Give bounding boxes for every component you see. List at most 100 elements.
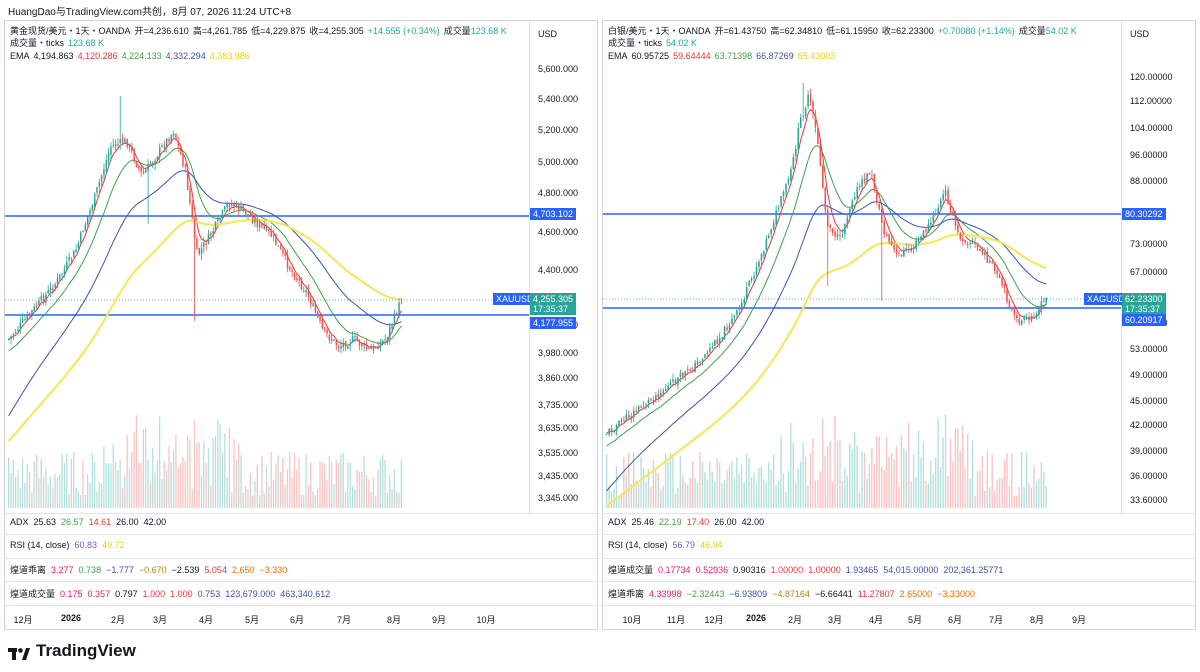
candle-body	[711, 347, 714, 349]
candle-body	[883, 221, 886, 235]
rsi-legend[interactable]: RSI (14, close) 60.83 49.72	[10, 540, 130, 550]
volume-bar	[358, 471, 361, 508]
volume-bar	[245, 486, 247, 508]
volume-bar	[615, 466, 618, 508]
volume-bar	[822, 418, 824, 508]
volume-bar	[203, 441, 205, 508]
volume-bar	[687, 485, 689, 508]
candle-body	[930, 222, 932, 225]
silver-chart-panel[interactable]: 白银/美元・1天・OANDA 开=61.43750 高=62.34810 低=61.1…	[602, 20, 1197, 631]
rsi-legend[interactable]: RSI (14, close) 56.79 46.94	[608, 540, 728, 550]
adx-legend[interactable]: ADX 25.63 26.57 14.61 26.00 42.00	[10, 517, 171, 527]
candle-body	[772, 222, 775, 229]
silver-ema-legend[interactable]: EMA 60.95725 59.64444 63.71398 66.87269 65.43…	[608, 50, 839, 62]
price-tick-label: 3,535.000	[538, 448, 579, 458]
volume-bar	[1008, 486, 1011, 508]
volume-bar	[802, 442, 804, 508]
volume-bar	[650, 486, 652, 508]
volume-bar	[389, 475, 391, 508]
volume-bar	[231, 492, 233, 508]
symbol-name[interactable]: 白银/美元・1天・OANDA	[608, 26, 711, 36]
pane-separator[interactable]	[5, 534, 599, 535]
silver-price-chart[interactable]	[603, 21, 1197, 631]
price-tick-label: 104.00000	[1130, 123, 1173, 133]
pane-separator[interactable]	[5, 513, 599, 514]
volume-bar	[133, 432, 135, 508]
volume-bar	[628, 453, 630, 508]
gold-price-chart[interactable]	[5, 21, 599, 631]
volume-bar	[66, 454, 68, 508]
volume-bar	[68, 494, 70, 508]
time-tick-label: 2026	[745, 613, 767, 623]
volume-bar	[863, 452, 866, 508]
candle-body	[728, 325, 731, 332]
pane-separator[interactable]	[5, 558, 599, 559]
volume-bar	[26, 464, 28, 508]
candle-body	[333, 339, 335, 341]
ind4-v5: −6.66441	[814, 589, 853, 599]
volume-bar	[328, 456, 330, 508]
ind3-v5: 1.00000	[808, 565, 841, 575]
indicator-3-legend[interactable]: 煌道乖离 3.277 0.738 −1.777 −0.670 −2.539 5.054 2.6…	[10, 563, 292, 576]
ema-v5: 4,383.986	[209, 51, 250, 61]
ind4-v8: 463,340.612	[280, 589, 331, 599]
volume-bar	[662, 485, 664, 508]
volume-bar	[321, 462, 323, 508]
volume-bar	[637, 483, 640, 508]
volume-bar	[939, 467, 942, 508]
volume-bar	[96, 491, 98, 508]
candle-body	[91, 205, 94, 211]
volume-bar	[1003, 459, 1006, 508]
candle-body	[135, 161, 138, 167]
indicator-4-legend[interactable]: 煌道乖离 4.33998 −2.32443 −6.93809 −4.87164 −6.66…	[608, 587, 980, 600]
indicator-4-legend[interactable]: 煌道成交量 0.175 0.357 0.797 1.000 1.000 0.753 123,6…	[10, 587, 335, 600]
gold-chart-panel[interactable]: 黄金现货/美元・1天・OANDA 开=4,236.610 高=4,261.785 低=…	[4, 20, 599, 631]
candle-body	[731, 318, 733, 324]
adx-legend[interactable]: ADX 25.46 22.19 17.40 26.00 42.00	[608, 517, 769, 527]
indicator-3-legend[interactable]: 煌道成交量 0.17734 0.52936 0.90316 1.00000 1.00000…	[608, 563, 1008, 576]
candle-body	[393, 313, 396, 325]
volume-indicator-value: 123.68 K	[68, 38, 105, 48]
candle-body	[79, 232, 82, 243]
candle-body	[330, 339, 333, 341]
volume-bar	[56, 477, 59, 508]
gold-ema-legend[interactable]: EMA 4,194.863 4,120.286 4,224.133 4,332.294 4…	[10, 50, 254, 62]
volume-bar	[10, 473, 12, 508]
time-tick-label: 7月	[988, 615, 1004, 625]
ind4-v2: −2.32443	[686, 589, 725, 599]
time-tick-label: 7月	[336, 615, 352, 625]
candle-body	[265, 227, 268, 231]
candle-body	[107, 152, 110, 161]
pane-separator[interactable]	[603, 534, 1197, 535]
candle-body	[235, 203, 238, 207]
candle-body	[888, 234, 890, 242]
hline-label-lower: 4,177.955	[530, 317, 577, 329]
candle-body	[952, 211, 954, 215]
pane-separator[interactable]	[5, 581, 599, 582]
volume-bar	[372, 477, 375, 508]
candle-body	[321, 319, 324, 329]
candle-body	[68, 257, 70, 261]
candle-body	[959, 232, 962, 240]
adx-label: ADX	[10, 517, 29, 527]
pane-separator[interactable]	[603, 581, 1197, 582]
volume-bar	[1011, 453, 1013, 508]
pane-separator[interactable]	[603, 558, 1197, 559]
symbol-name[interactable]: 黄金现货/美元・1天・OANDA	[10, 26, 131, 36]
candle-body	[974, 242, 976, 244]
volume-bar	[954, 428, 957, 508]
silver-volume-legend[interactable]: 成交量・ticks 54.02 K	[608, 37, 701, 49]
volume-bar	[121, 488, 124, 508]
candle-body	[623, 420, 625, 422]
volume-bar	[398, 493, 400, 508]
volume-bar	[265, 465, 268, 508]
gold-volume-legend[interactable]: 成交量・ticks 123.68 K	[10, 37, 108, 49]
volume-bar	[667, 462, 669, 508]
volume-bar	[750, 477, 753, 508]
volume-bar	[861, 451, 863, 508]
pane-separator[interactable]	[603, 513, 1197, 514]
candle-body	[361, 343, 363, 347]
time-tick-label: 2026	[60, 613, 82, 623]
candle-body	[613, 430, 615, 432]
candle-body	[856, 187, 858, 198]
